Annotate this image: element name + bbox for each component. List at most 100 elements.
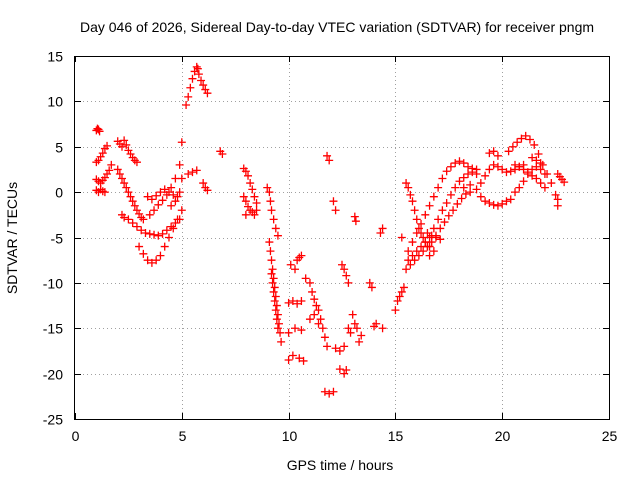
data-point <box>162 190 171 199</box>
data-point <box>139 215 148 224</box>
data-point <box>425 201 434 210</box>
data-point <box>489 200 498 209</box>
data-point <box>417 219 426 228</box>
data-point <box>511 160 520 169</box>
data-point <box>519 177 528 186</box>
data-point <box>453 199 462 208</box>
data-point <box>515 162 524 171</box>
data-point <box>378 224 387 233</box>
data-point <box>331 206 340 215</box>
data-point <box>160 242 169 251</box>
data-point <box>446 190 455 199</box>
data-point <box>158 229 167 238</box>
data-point <box>391 306 400 315</box>
data-point <box>346 328 355 337</box>
data-point <box>340 342 349 351</box>
data-point <box>357 331 366 340</box>
data-point <box>284 298 293 307</box>
data-point <box>126 150 135 159</box>
data-point <box>241 210 250 219</box>
data-point <box>137 213 146 222</box>
data-point <box>431 233 440 242</box>
chart-title: Day 046 of 2026, Sidereal Day-to-day VTE… <box>80 19 594 35</box>
data-point <box>316 315 325 324</box>
data-point <box>530 140 539 149</box>
data-point <box>177 174 186 183</box>
data-point <box>352 324 361 333</box>
data-point <box>135 209 144 218</box>
data-point <box>502 197 511 206</box>
data-point <box>150 206 159 215</box>
data-point <box>199 179 208 188</box>
data-point <box>117 174 126 183</box>
data-point <box>113 165 122 174</box>
data-point <box>351 217 360 226</box>
data-point <box>314 306 323 315</box>
data-point <box>267 256 276 265</box>
data-point <box>193 64 202 73</box>
data-point <box>239 192 248 201</box>
data-point <box>511 188 520 197</box>
data-point <box>466 188 475 197</box>
data-point <box>284 328 293 337</box>
data-point <box>459 183 468 192</box>
data-point <box>120 136 129 145</box>
data-point <box>268 265 277 274</box>
data-point <box>455 177 464 186</box>
data-point <box>344 278 353 287</box>
data-point <box>318 324 327 333</box>
data-point <box>145 210 154 219</box>
data-point <box>481 171 490 180</box>
data-point <box>199 81 208 90</box>
data-point <box>310 310 319 319</box>
data-point <box>436 235 445 244</box>
data-point <box>271 292 280 301</box>
data-point <box>92 158 101 167</box>
data-point <box>547 179 556 188</box>
data-point <box>335 346 344 355</box>
data-point <box>171 197 180 206</box>
data-point <box>427 231 436 240</box>
data-point <box>367 283 376 292</box>
x-tick-labels: 0 5 10 15 20 25 <box>72 428 618 444</box>
data-point <box>269 274 278 283</box>
data-point <box>266 197 275 206</box>
data-point <box>504 147 513 156</box>
data-point <box>397 233 406 242</box>
data-point <box>508 142 517 151</box>
data-point <box>95 127 104 136</box>
axis-ticks <box>75 56 610 420</box>
data-point <box>167 222 176 231</box>
data-point <box>395 292 404 301</box>
data-point <box>344 324 353 333</box>
data-point <box>248 185 257 194</box>
data-point <box>128 197 137 206</box>
data-point <box>489 147 498 156</box>
data-point <box>399 283 408 292</box>
data-point <box>498 165 507 174</box>
data-point <box>325 389 334 398</box>
data-point <box>325 156 334 165</box>
data-point <box>335 365 344 374</box>
data-point <box>94 125 103 134</box>
y-tick-label: -10 <box>43 276 63 292</box>
data-point <box>132 206 141 215</box>
data-point <box>365 278 374 287</box>
data-point <box>135 242 144 251</box>
data-point <box>376 228 385 237</box>
data-point <box>143 192 152 201</box>
data-point <box>519 165 528 174</box>
data-point <box>192 62 201 71</box>
data-point <box>197 76 206 85</box>
data-point <box>442 199 451 208</box>
data-point <box>493 201 502 210</box>
data-point <box>408 238 417 247</box>
data-point <box>150 230 159 239</box>
data-point <box>295 354 304 363</box>
data-point <box>438 206 447 215</box>
data-point <box>273 324 282 333</box>
data-point <box>124 188 133 197</box>
data-point <box>184 169 193 178</box>
data-point <box>92 175 101 184</box>
